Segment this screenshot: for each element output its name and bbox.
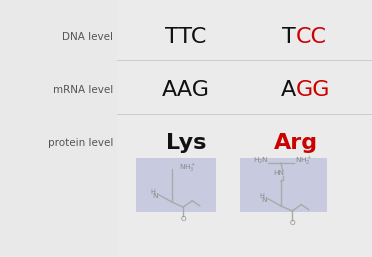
- Text: O: O: [289, 220, 295, 226]
- Text: $\mathregular{NH_2^+}$: $\mathregular{NH_2^+}$: [295, 154, 313, 167]
- Text: protein level: protein level: [48, 138, 113, 148]
- Text: $\mathregular{H_2N}$: $\mathregular{H_2N}$: [253, 155, 268, 166]
- Text: HN: HN: [273, 170, 285, 176]
- Text: H: H: [151, 189, 156, 195]
- Text: Lys: Lys: [166, 133, 206, 153]
- Text: A: A: [280, 80, 296, 100]
- Text: N: N: [152, 193, 158, 199]
- Text: T: T: [282, 27, 296, 47]
- Bar: [117, 0, 372, 257]
- Text: $\mathregular{NH_3^+}$: $\mathregular{NH_3^+}$: [179, 162, 196, 175]
- Text: N: N: [261, 197, 267, 203]
- Text: H: H: [260, 193, 265, 199]
- Bar: [136, 158, 216, 212]
- Text: GG: GG: [296, 80, 330, 100]
- Text: CC: CC: [296, 27, 327, 47]
- Text: Arg: Arg: [274, 133, 318, 153]
- Text: O: O: [180, 216, 186, 223]
- Bar: [240, 158, 327, 212]
- Text: AAG: AAG: [162, 80, 210, 100]
- Text: TTC: TTC: [165, 27, 207, 47]
- Text: mRNA level: mRNA level: [53, 85, 113, 95]
- Text: DNA level: DNA level: [62, 32, 113, 42]
